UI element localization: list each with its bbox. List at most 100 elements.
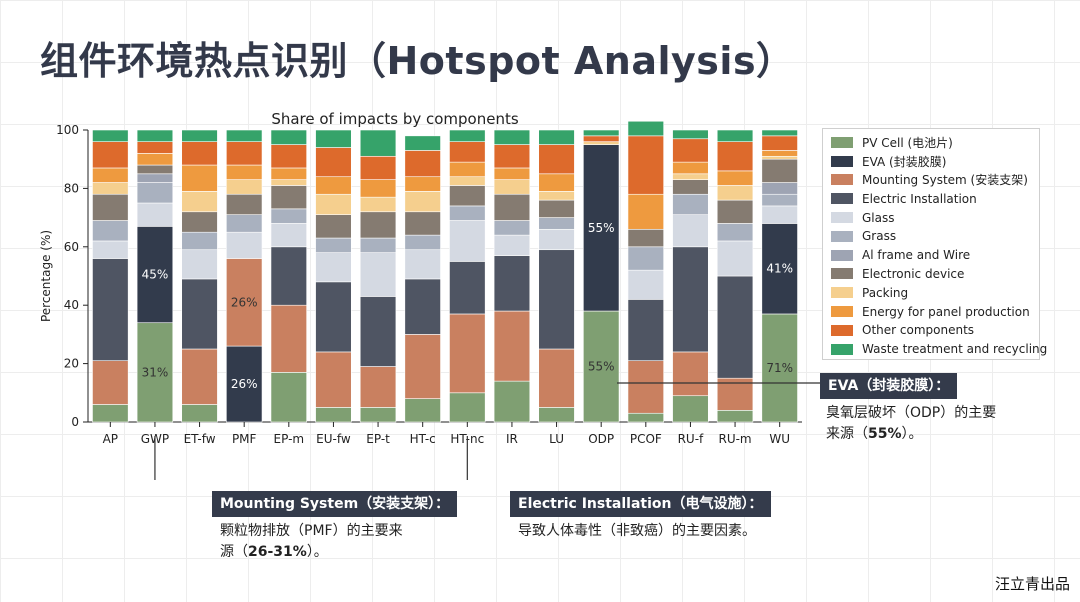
legend-item-packing: Packing	[831, 283, 1039, 302]
bar-segment-ep-m-packing	[270, 179, 307, 186]
bar-segment-pcof-electric-installation	[627, 299, 664, 361]
bar-segment-ir-mounting-system	[493, 310, 531, 382]
bar-segment-ep-m-glass	[270, 223, 307, 248]
bar-segment-eu-fw-glass	[315, 252, 352, 283]
legend-label: EVA (封装胶膜)	[862, 154, 947, 169]
legend-item-pv-cell: PV Cell (电池片)	[831, 133, 1039, 152]
legend-label: Electronic device	[862, 266, 965, 281]
bar-segment-ht-nc-packing	[449, 176, 486, 186]
bar-segment-ep-t-grass	[359, 237, 397, 253]
legend-label: Glass	[862, 210, 895, 225]
legend-label: Mounting System (安装支架)	[862, 173, 1028, 188]
legend-label: Waste treatment and recycling	[862, 342, 1048, 357]
bar-segment-et-fw-electric-installation	[181, 278, 218, 350]
y-tick-label-60: 60	[64, 240, 79, 254]
bar-segment-ep-m-grass	[270, 208, 307, 224]
bar-segment-ht-nc-grass	[449, 205, 486, 221]
legend-swatch	[831, 212, 853, 224]
y-tick-label-20: 20	[64, 357, 79, 371]
legend-swatch	[831, 249, 853, 261]
bar-segment-ht-nc-glass	[449, 220, 486, 262]
bar-segment-et-fw-energy-for-panel-production	[181, 164, 218, 192]
legend-swatch	[831, 193, 853, 205]
bar-segment-pcof-waste-treatment-and-recycling	[627, 120, 664, 137]
x-tick-label-ir: IR	[506, 432, 518, 446]
bar-segment-et-fw-waste-treatment-and-recycling	[181, 129, 218, 142]
bar-segment-ir-other-components	[493, 144, 531, 169]
data-label-wu-eva: 41%	[766, 262, 793, 276]
legend-label: PV Cell (电池片)	[862, 135, 953, 150]
bar-segment-eu-fw-packing	[315, 193, 352, 215]
callout-eva-line2-end: ）。	[901, 426, 923, 442]
bar-segment-ir-electric-installation	[493, 255, 531, 312]
legend-swatch	[831, 306, 853, 318]
chart-title: Share of impacts by components	[271, 110, 519, 128]
callout-electric-line1: 导致人体毒性（非致癌）的主要因素。	[518, 523, 756, 539]
legend-label: Energy for panel production	[862, 304, 1030, 319]
x-tick-label-lu: LU	[549, 432, 564, 446]
bar-segment-et-fw-mounting-system	[181, 348, 218, 405]
bar-segment-ep-m-waste-treatment-and-recycling	[270, 129, 307, 145]
callout-electric-title: Electric Installation（电气设施）：	[510, 491, 771, 517]
callout-eva: EVA（封装胶膜）： 臭氧层破坏（ODP）的主要 来源（55%）。	[820, 373, 996, 445]
bar-segment-lu-waste-treatment-and-recycling	[538, 129, 575, 145]
bar-segment-ru-f-electric-installation	[672, 246, 709, 353]
bar-segment-wu-glass	[761, 205, 798, 224]
bar-segment-wu-waste-treatment-and-recycling	[761, 129, 798, 137]
stacked-bar-chart: Share of impacts by components Percentage…	[39, 110, 820, 480]
legend-swatch	[831, 268, 853, 280]
bar-segment-ap-glass	[92, 240, 129, 259]
bar-segment-ep-m-pv-cell	[270, 372, 307, 423]
bar-segment-ep-m-mounting-system	[270, 304, 307, 373]
bar-segment-ep-t-pv-cell	[359, 407, 397, 423]
bar-segment-ap-electric-installation	[92, 258, 129, 361]
bar-segment-pcof-glass	[627, 269, 664, 300]
callout-electric: Electric Installation（电气设施）： 导致人体毒性（非致癌）…	[510, 491, 771, 542]
legend-item-other-components: Other components	[831, 321, 1039, 340]
bar-segment-gwp-pv-cell	[136, 322, 174, 423]
bar-segment-ht-c-electronic-device	[404, 211, 441, 236]
bar-segment-ap-other-components	[92, 141, 129, 169]
x-tick-label-pcof: PCOF	[630, 432, 662, 446]
bar-segment-gwp-electronic-device	[136, 164, 174, 175]
callout-eva-title: EVA（封装胶膜）：	[820, 373, 958, 399]
bar-segment-ep-t-electric-installation	[359, 296, 397, 367]
bar-segment-ap-waste-treatment-and-recycling	[92, 129, 129, 142]
bar-segment-ru-f-glass	[672, 214, 709, 248]
bar-segment-eu-fw-waste-treatment-and-recycling	[315, 129, 352, 148]
bar-segment-ht-nc-other-components	[449, 141, 486, 163]
bar-segment-ru-f-other-components	[672, 138, 709, 163]
legend-swatch	[831, 230, 853, 242]
bar-segment-lu-glass	[538, 228, 575, 251]
legend-label: Grass	[862, 229, 897, 244]
bar-segment-ru-m-waste-treatment-and-recycling	[716, 129, 754, 142]
bar-segment-ru-m-pv-cell	[716, 410, 754, 423]
legend-label: Packing	[862, 285, 909, 300]
y-tick-label-0: 0	[71, 415, 79, 429]
bar-segment-ap-packing	[92, 182, 129, 195]
legend-item-glass: Glass	[831, 208, 1039, 227]
bar-segment-ep-t-mounting-system	[359, 366, 397, 408]
bar-segment-lu-mounting-system	[538, 348, 575, 408]
bar-segment-ht-nc-energy-for-panel-production	[449, 161, 486, 178]
bar-segment-ru-f-grass	[672, 193, 709, 215]
bar-segment-ru-m-other-components	[716, 141, 754, 172]
bar-segment-pcof-energy-for-panel-production	[627, 193, 664, 230]
bar-segment-ru-m-electronic-device	[716, 199, 754, 224]
bar-segment-ru-f-pv-cell	[672, 395, 709, 423]
bar-segment-ht-c-other-components	[404, 150, 441, 178]
callout-eva-line1: 臭氧层破坏（ODP）的主要	[826, 405, 997, 421]
legend-item-electric-installation: Electric Installation	[831, 189, 1039, 208]
x-tick-label-ru-m: RU-m	[718, 432, 751, 446]
data-label-pmf-mounting-system: 26%	[231, 295, 258, 309]
data-label-odp-pv-cell: 55%	[588, 360, 615, 374]
bar-segment-ir-glass	[493, 234, 531, 256]
x-tick-label-ru-f: RU-f	[678, 432, 704, 446]
bar-segment-pcof-electronic-device	[627, 228, 664, 248]
y-axis-label: Percentage (%)	[39, 230, 53, 322]
callout-eva-line2: 来源（	[826, 426, 868, 442]
callout-mounting-line2-end: ）。	[306, 544, 328, 560]
bar-segment-ht-nc-waste-treatment-and-recycling	[449, 129, 486, 142]
legend-item-waste-treatment-and-recycling: Waste treatment and recycling	[831, 340, 1047, 359]
bar-segment-ht-c-waste-treatment-and-recycling	[404, 135, 441, 151]
